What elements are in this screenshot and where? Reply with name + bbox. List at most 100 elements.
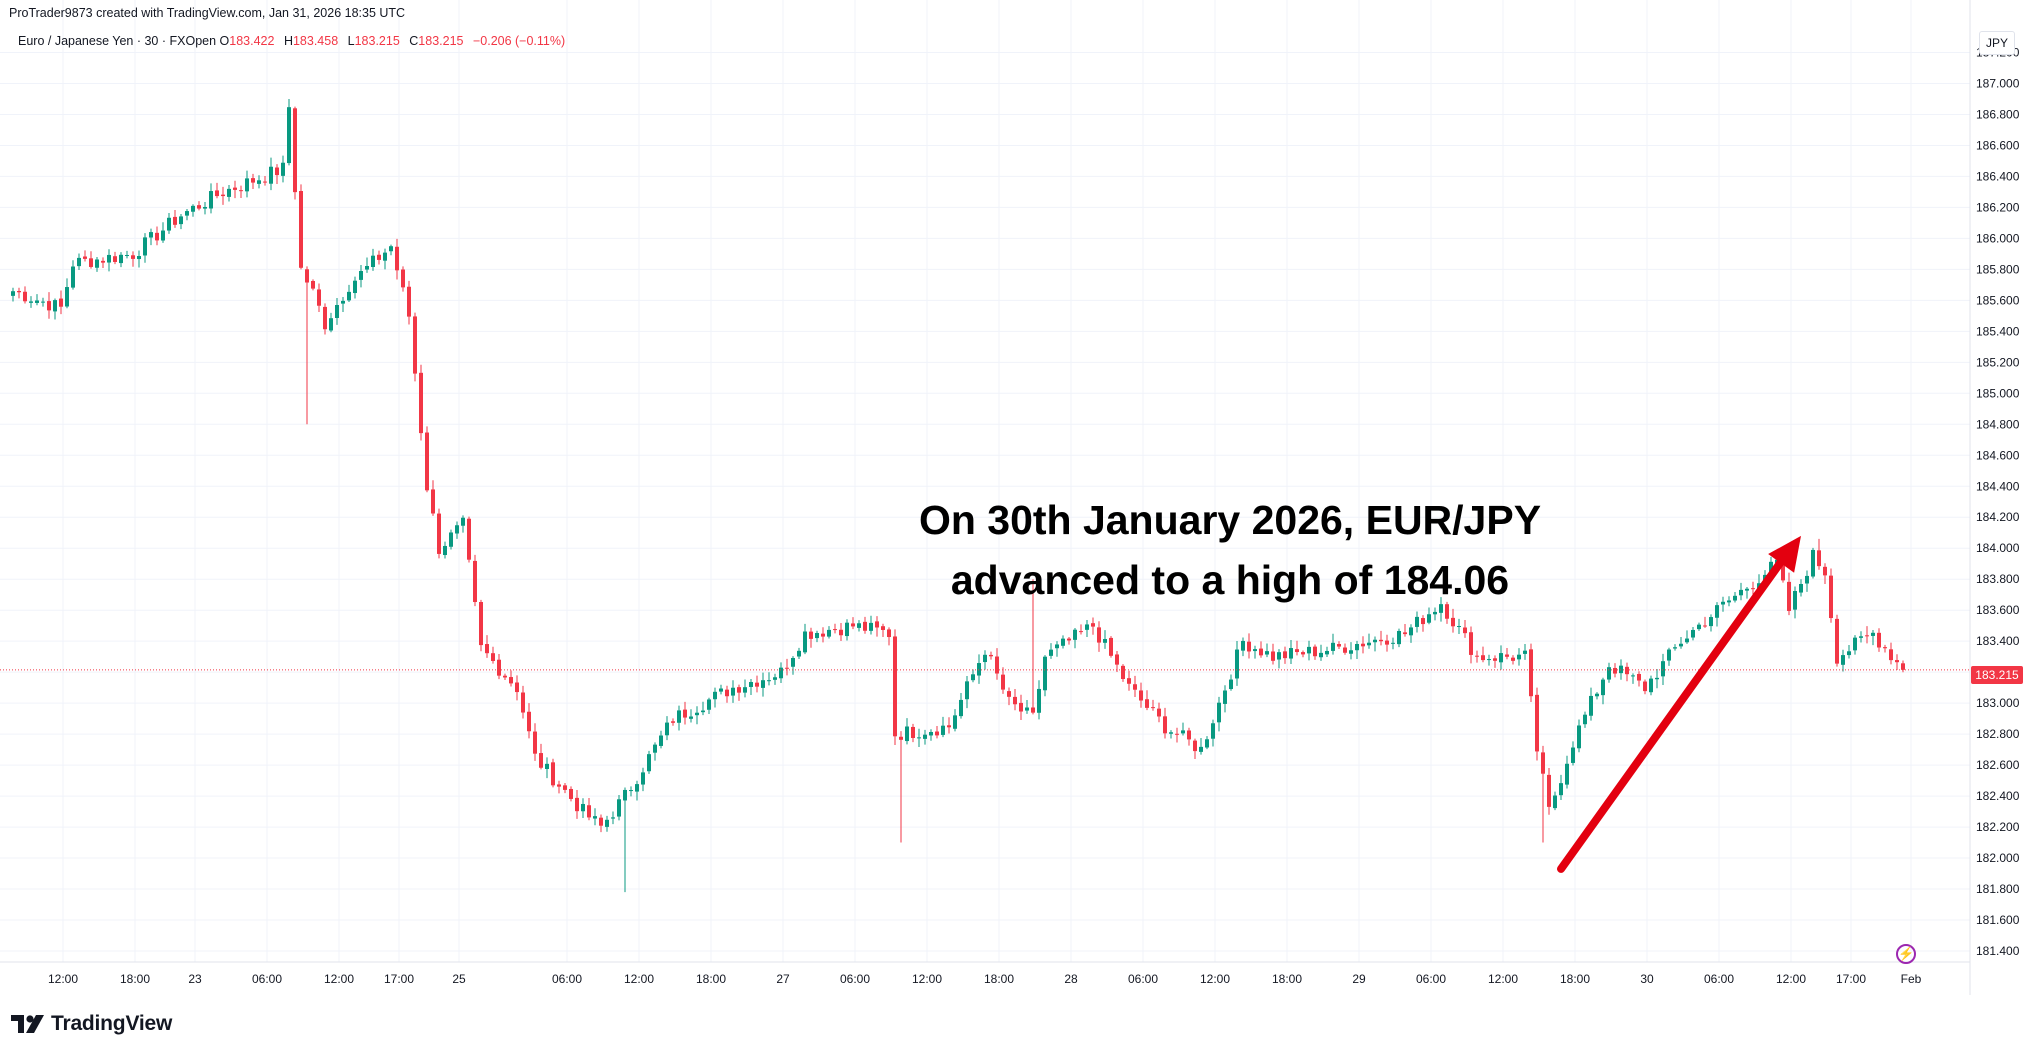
candle-body [707, 699, 711, 710]
candle-body [197, 205, 201, 209]
candle-body [947, 725, 951, 728]
time-axis[interactable]: 12:00 18:00 23 06:00 12:00 17:00 25 06:00 12:00 1… [48, 972, 1922, 986]
low-value: 183.215 [354, 34, 400, 48]
candle-body [1547, 774, 1551, 807]
candle-body [1781, 558, 1785, 581]
candle-body [671, 721, 675, 723]
price-tick-label: 184.000 [1976, 541, 2020, 555]
candle-body [761, 680, 765, 688]
candle-body [1283, 651, 1287, 659]
candle-body [1487, 659, 1491, 661]
candle-body [1205, 739, 1209, 748]
candle-body [515, 682, 519, 693]
candle-body [17, 291, 21, 293]
candle-body [785, 667, 789, 669]
candle-body [1037, 688, 1041, 713]
candle-body [953, 715, 957, 729]
candle-body [137, 256, 141, 260]
candle-body [1415, 616, 1419, 627]
price-tick-label: 185.800 [1976, 262, 2020, 276]
candle-body [161, 230, 165, 241]
high-value: 183.458 [292, 34, 339, 48]
open-value: 183.422 [229, 34, 275, 48]
candle-body [1313, 646, 1317, 657]
candle-body [1511, 657, 1515, 661]
candle-body [1241, 640, 1245, 651]
price-tick-label: 186.600 [1976, 138, 2020, 152]
candle-body [53, 300, 57, 312]
price-tick-label: 185.600 [1976, 293, 2020, 307]
candle-body [1739, 589, 1743, 596]
candle-body [1043, 656, 1047, 691]
candle-body [611, 817, 615, 819]
candle-body [365, 265, 369, 270]
candle-body [41, 301, 45, 303]
price-tick-label: 182.800 [1976, 727, 2020, 741]
candle-body [1157, 708, 1161, 717]
candle-body [773, 677, 777, 680]
candle-body [455, 525, 459, 534]
candle-body [221, 194, 225, 197]
candle-body [641, 772, 645, 785]
candle-body [1223, 690, 1227, 704]
candle-body [665, 722, 669, 736]
candle-body [983, 654, 987, 663]
time-tick-label: 06:00 [1128, 972, 1158, 986]
candle-body [599, 817, 603, 826]
candle-body [1541, 752, 1545, 774]
candle-body [323, 306, 327, 330]
candle-body [995, 656, 999, 674]
candle-body [71, 266, 75, 288]
candle-body [839, 629, 843, 636]
candle-body [1625, 666, 1629, 675]
candle-body [1145, 699, 1149, 708]
candle-body [833, 629, 837, 631]
lightning-icon[interactable]: ⚡ [1896, 944, 1916, 964]
candle-body [677, 710, 681, 723]
candle-body [527, 711, 531, 732]
candle-body [1871, 632, 1875, 636]
candle-body [1355, 643, 1359, 651]
candle-body [509, 677, 513, 684]
candle-body [1343, 647, 1347, 653]
candle-body [557, 784, 561, 787]
candle-body [1709, 617, 1713, 627]
candle-body [425, 432, 429, 491]
candle-body [1211, 723, 1215, 739]
candle-body [1289, 648, 1293, 659]
candle-body [809, 631, 813, 639]
candle-body [1331, 642, 1335, 651]
candle-body [689, 716, 693, 719]
candle-body [431, 489, 435, 514]
candle-body [1073, 629, 1077, 640]
price-tick-label: 183.800 [1976, 572, 2020, 586]
candle-body [503, 675, 507, 678]
price-axis[interactable]: 187.200187.000186.800186.600186.400186.2… [1976, 46, 2020, 959]
price-tick-label: 185.000 [1976, 386, 2020, 400]
currency-button[interactable]: JPY [1979, 31, 2015, 55]
candle-body [1307, 646, 1311, 654]
candle-body [1793, 590, 1797, 610]
annotation-line-1: On 30th January 2026, EUR/JPY [918, 497, 1542, 543]
candle-body [317, 289, 321, 306]
candle-body [713, 691, 717, 700]
candle-body [905, 726, 909, 742]
tradingview-logo[interactable]: TradingView [11, 1011, 172, 1037]
candle-body [1799, 583, 1803, 593]
candle-body [1013, 696, 1017, 705]
candle-body [1649, 678, 1653, 693]
candle-body [935, 731, 939, 736]
price-tick-label: 182.400 [1976, 789, 2020, 803]
candle-body [1007, 691, 1011, 697]
candles [11, 98, 1905, 893]
price-tick-label: 185.200 [1976, 355, 2020, 369]
low-label: L [347, 34, 355, 48]
high-label: H [283, 34, 293, 48]
candle-body [1181, 730, 1185, 734]
time-tick-label: 18:00 [1560, 972, 1590, 986]
price-tick-label: 186.800 [1976, 107, 2020, 121]
candle-body [395, 246, 399, 271]
price-tick-label: 183.400 [1976, 634, 2020, 648]
candle-body [1679, 643, 1683, 647]
